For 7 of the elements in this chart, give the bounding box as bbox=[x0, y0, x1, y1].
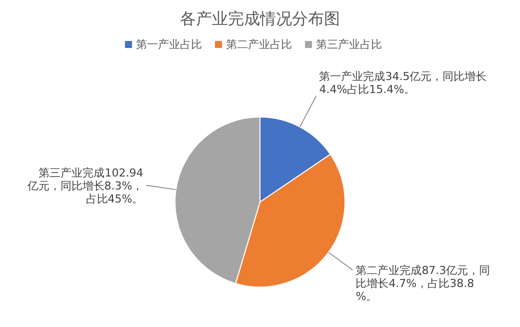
legend-label: 第二产业占比 bbox=[226, 38, 292, 51]
chart-title: 各产业完成情况分布图 bbox=[180, 9, 340, 28]
data-label: 第三产业完成102.94亿元，同比增长8.3%，占比45%。 bbox=[26, 166, 144, 206]
legend-label: 第一产业占比 bbox=[136, 38, 202, 51]
data-label: 第一产业完成34.5亿元，同比增长4.4%占比15.4%。 bbox=[319, 70, 487, 96]
legend-label: 第三产业占比 bbox=[316, 38, 382, 51]
data-label: 第二产业完成87.3亿元，同比增长4.7%，占比38.8%。 bbox=[356, 264, 490, 304]
